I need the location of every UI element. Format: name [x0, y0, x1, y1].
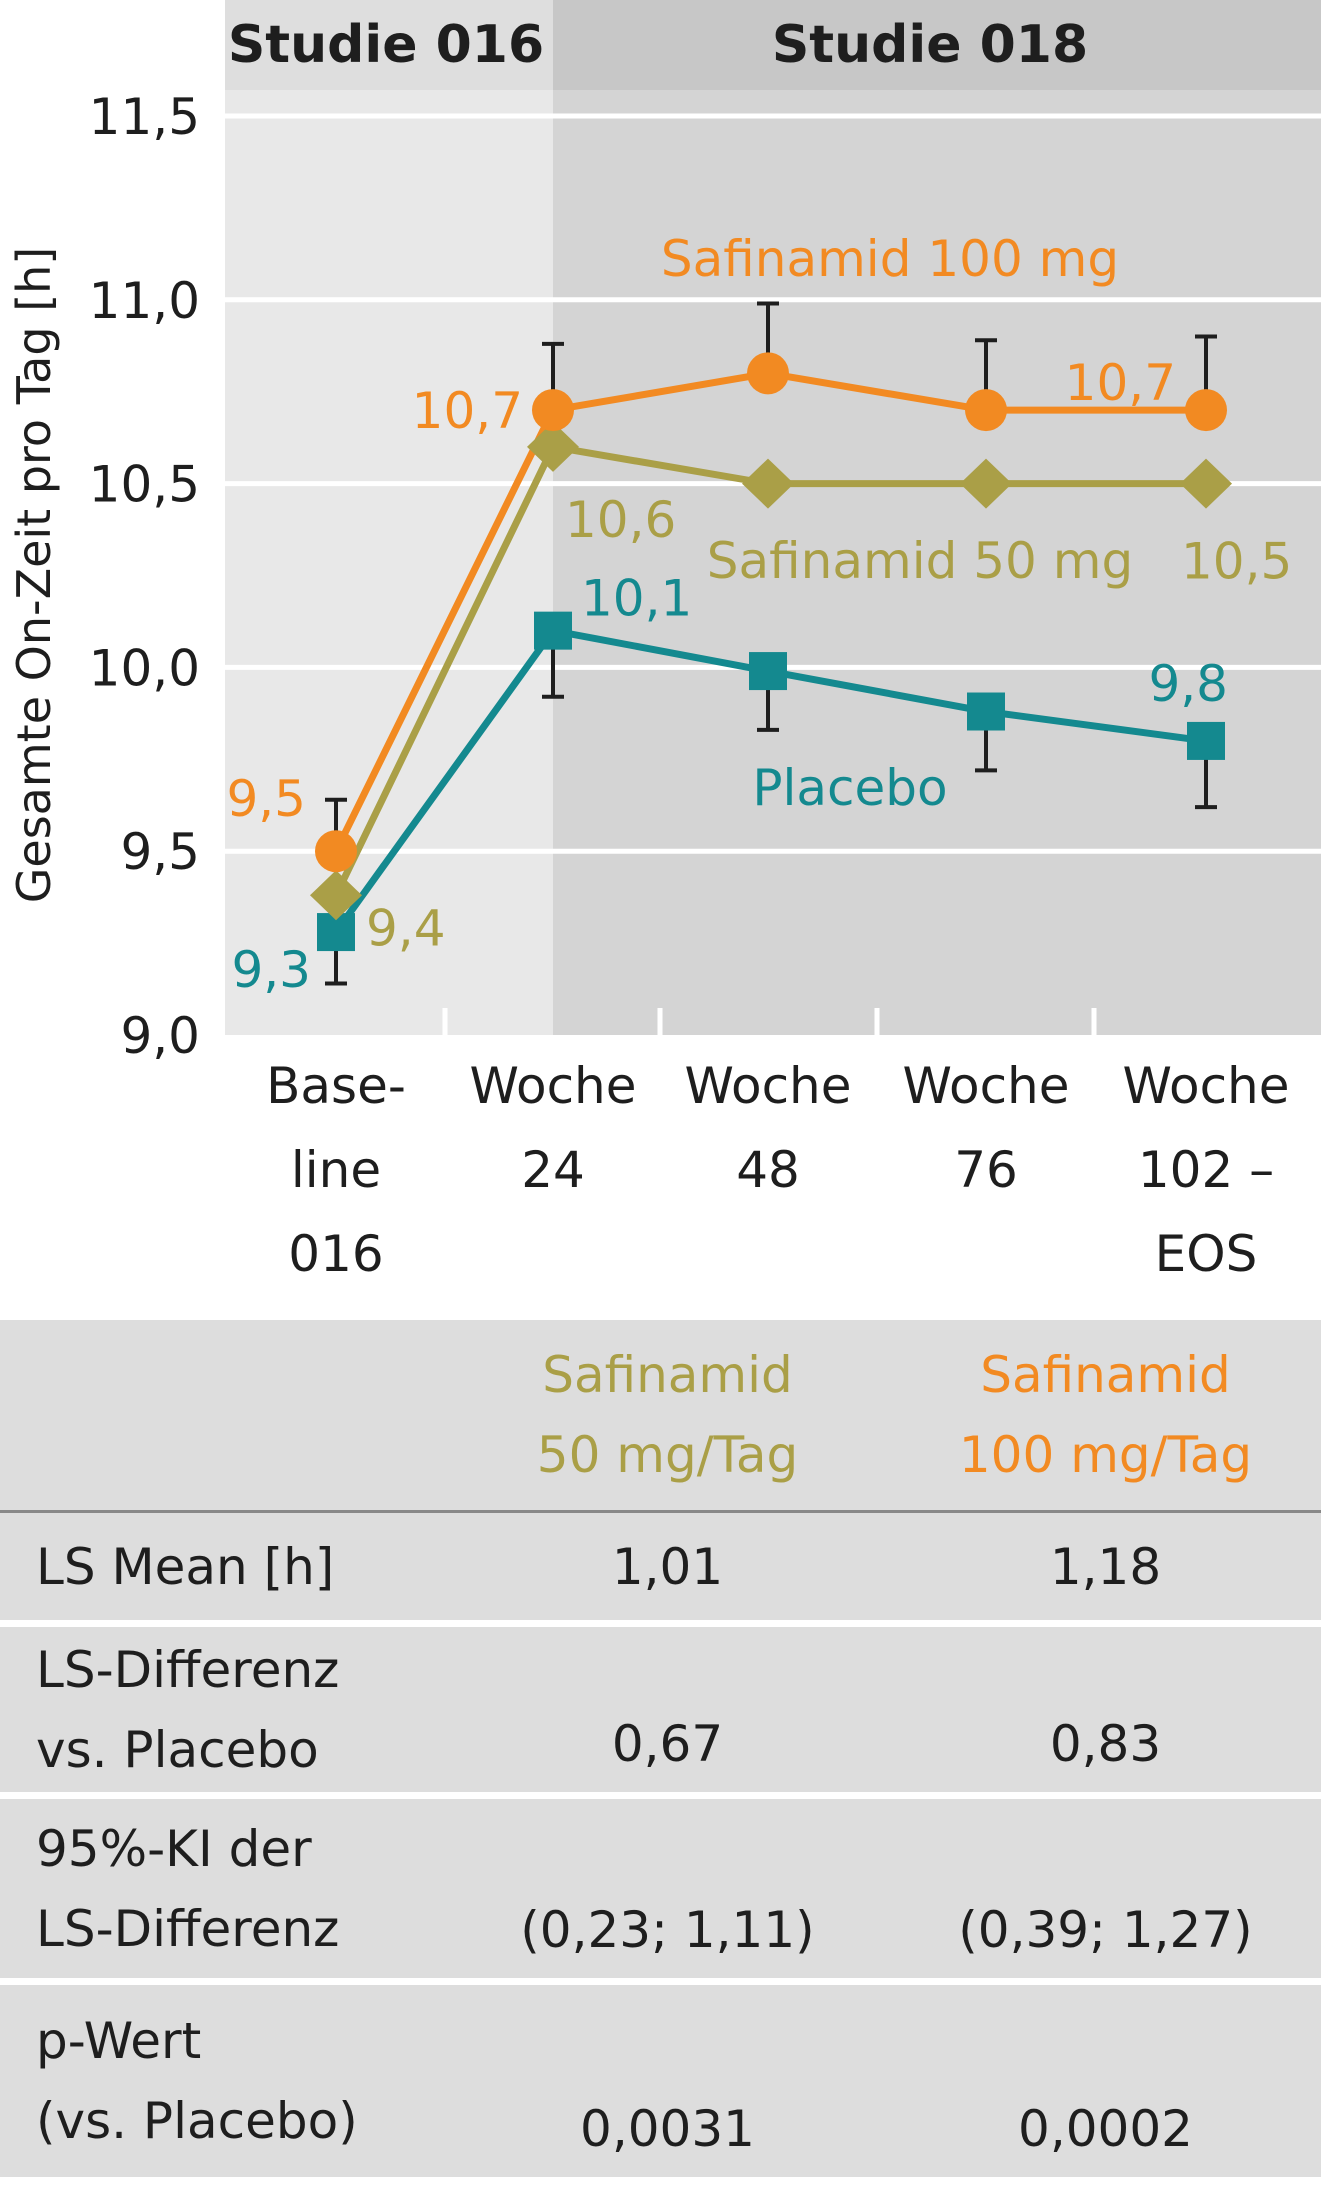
- series-name-safinamid-100: Safinamid 100 mg: [661, 230, 1119, 288]
- x-tick-label: Woche: [684, 1057, 851, 1115]
- row-label-line: p-Wert: [36, 2011, 202, 2070]
- row-label: 95%-KI der LS-Differenz: [0, 1795, 445, 1985]
- cell-value: (0,39; 1,27): [890, 1795, 1321, 1985]
- cell-value: (0,23; 1,11): [445, 1795, 890, 1985]
- data-label-safinamid-100: 9,5: [226, 770, 306, 828]
- data-label-safinamid-100: 10,7: [1065, 354, 1176, 412]
- series-name-placebo: Placebo: [752, 759, 947, 817]
- table-row: LS-Differenz vs. Placebo 0,67 0,83: [0, 1623, 1321, 1799]
- y-tick-label: 9,0: [120, 1007, 200, 1065]
- data-label-placebo: 9,8: [1148, 655, 1228, 713]
- chart: Studie 016 Studie 018 Gesamte On-Zeit pr…: [7, 0, 1321, 1283]
- x-tick-label: 102 –: [1138, 1141, 1274, 1199]
- data-point-placebo: [534, 611, 572, 650]
- data-point-placebo: [749, 652, 787, 691]
- data-point-safinamid-100: [315, 830, 357, 873]
- cell-value: 0,83: [890, 1623, 1321, 1799]
- data-label-placebo: 10,1: [581, 570, 692, 628]
- x-tick-label: Woche: [902, 1057, 1069, 1115]
- table-row: p-Wert (vs. Placebo) 0,0031 0,0002: [0, 1981, 1321, 2177]
- data-label-safinamid-50: 9,4: [366, 899, 446, 957]
- y-tick-label: 11,5: [89, 88, 200, 146]
- header-study-018-background: [553, 0, 1321, 90]
- table-header-line: 100 mg/Tag: [958, 1426, 1253, 1484]
- data-point-safinamid-50: [742, 458, 794, 509]
- table-header-empty: [0, 1320, 445, 1513]
- series-name-safinamid-50: Safinamid 50 mg: [707, 532, 1133, 590]
- data-point-safinamid-50: [1180, 458, 1232, 509]
- data-point-safinamid-100: [1185, 389, 1227, 432]
- data-point-safinamid-50: [960, 458, 1012, 509]
- header-study-018: Studie 018: [772, 15, 1088, 75]
- row-label: p-Wert (vs. Placebo): [0, 1981, 445, 2177]
- x-tick-label: Woche: [1122, 1057, 1289, 1115]
- x-tick-label: 24: [521, 1141, 585, 1199]
- x-tick-label: 016: [288, 1225, 383, 1283]
- data-point-placebo: [1187, 721, 1225, 760]
- data-point-placebo: [967, 692, 1005, 731]
- cell-value: 1,18: [890, 1511, 1321, 1627]
- row-label-line: LS-Differenz: [36, 1899, 340, 1958]
- y-tick-label: 9,5: [120, 823, 200, 881]
- panel-study-018-background: [553, 0, 1321, 1035]
- data-point-safinamid-50: [310, 870, 362, 921]
- data-label-safinamid-50: 10,6: [565, 491, 676, 549]
- table-row: 95%-KI der LS-Differenz (0,23; 1,11) (0,…: [0, 1795, 1321, 1985]
- row-label: LS-Differenz vs. Placebo: [0, 1623, 445, 1799]
- data-point-safinamid-100: [532, 389, 574, 432]
- y-tick-label: 10,5: [89, 456, 200, 514]
- header-study-016-background: [225, 0, 553, 90]
- x-axis-tick-labels: Base-line 016 Woche 24 Woche 48 Woche 76 Woche 10…: [266, 1057, 1289, 1283]
- table-header-safinamid-100: Safinamid 100 mg/Tag: [890, 1320, 1321, 1513]
- x-tick-label: EOS: [1155, 1225, 1258, 1283]
- row-label-line: (vs. Placebo): [36, 2091, 358, 2150]
- row-label-line: LS-Differenz: [36, 1640, 340, 1699]
- x-tick-label: 48: [736, 1141, 800, 1199]
- y-axis-tick-labels: 9,0 9,5 10,0 10,5 11,0 11,5: [89, 88, 200, 1065]
- series-layer: 9,5 10,7 10,7 9,4 10,6 10,5 9,3 10,1 9,8: [226, 301, 1292, 999]
- table-header-line: 50 mg/Tag: [536, 1426, 799, 1484]
- data-point-safinamid-100: [747, 352, 789, 395]
- data-label-safinamid-100: 10,7: [412, 382, 523, 440]
- table-header-safinamid-50: Safinamid 50 mg/Tag: [445, 1320, 890, 1513]
- table-header-line: Safinamid: [542, 1346, 793, 1404]
- x-tick-label: Woche: [469, 1057, 636, 1115]
- data-label-placebo: 9,3: [231, 941, 311, 999]
- cell-value: 0,67: [445, 1623, 890, 1799]
- y-tick-label: 11,0: [89, 272, 200, 330]
- row-label-line: LS Mean [h]: [36, 1537, 335, 1596]
- x-axis-tick-marks: [442, 1008, 1097, 1035]
- data-point-safinamid-50: [527, 421, 579, 472]
- x-tick-label: line: [291, 1141, 381, 1199]
- x-tick-label: Base-: [266, 1057, 406, 1115]
- cell-value: 0,0002: [890, 1981, 1321, 2177]
- x-tick-label: 76: [954, 1141, 1018, 1199]
- row-label: LS Mean [h]: [0, 1511, 445, 1627]
- row-label-line: vs. Placebo: [36, 1720, 319, 1779]
- y-tick-label: 10,0: [89, 639, 200, 697]
- table-header-line: Safinamid: [980, 1346, 1231, 1404]
- cell-value: 0,0031: [445, 1981, 890, 2177]
- table-header-row: Safinamid 50 mg/Tag Safinamid 100 mg/Tag: [0, 1320, 1321, 1513]
- data-label-safinamid-50: 10,5: [1181, 533, 1292, 591]
- table-row: LS Mean [h] 1,01 1,18: [0, 1511, 1321, 1627]
- y-axis-label: Gesamte On-Zeit pro Tag [h]: [7, 247, 61, 904]
- cell-value: 1,01: [445, 1511, 890, 1627]
- header-study-016: Studie 016: [228, 15, 544, 75]
- row-label-line: 95%-KI der: [36, 1819, 312, 1878]
- data-point-safinamid-100: [965, 389, 1007, 432]
- results-table: Safinamid 50 mg/Tag Safinamid 100 mg/Tag…: [0, 1320, 1321, 2177]
